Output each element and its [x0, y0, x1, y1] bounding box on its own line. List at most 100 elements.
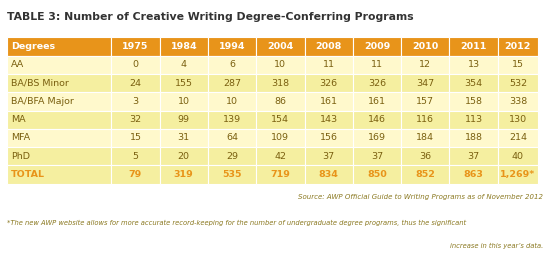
- Text: 2010: 2010: [412, 42, 438, 51]
- Text: 40: 40: [512, 152, 524, 161]
- Bar: [208, 111, 256, 129]
- Text: 86: 86: [274, 97, 287, 106]
- Text: BA/BS Minor: BA/BS Minor: [11, 79, 69, 88]
- Text: 116: 116: [416, 115, 435, 124]
- Text: 154: 154: [271, 115, 289, 124]
- Text: 326: 326: [368, 79, 386, 88]
- Bar: [256, 92, 305, 111]
- Text: 2012: 2012: [505, 42, 531, 51]
- Text: 11: 11: [323, 60, 335, 69]
- Bar: [353, 166, 401, 184]
- Bar: [7, 111, 111, 129]
- Text: 13: 13: [468, 60, 480, 69]
- Bar: [401, 37, 449, 56]
- Bar: [401, 166, 449, 184]
- Text: MA: MA: [11, 115, 26, 124]
- Bar: [160, 129, 208, 147]
- Text: *The new AWP website allows for more accurate record-keeping for the number of u: *The new AWP website allows for more acc…: [7, 220, 466, 226]
- Text: 719: 719: [271, 170, 290, 179]
- Text: 5: 5: [133, 152, 139, 161]
- Bar: [7, 129, 111, 147]
- Bar: [256, 166, 305, 184]
- Bar: [498, 166, 538, 184]
- Bar: [305, 37, 353, 56]
- Bar: [305, 166, 353, 184]
- Bar: [7, 92, 111, 111]
- Text: 2004: 2004: [267, 42, 294, 51]
- Bar: [353, 37, 401, 56]
- Text: BA/BFA Major: BA/BFA Major: [11, 97, 74, 106]
- Bar: [111, 111, 160, 129]
- Bar: [305, 74, 353, 92]
- Text: 146: 146: [368, 115, 386, 124]
- Bar: [305, 147, 353, 166]
- Text: 31: 31: [178, 133, 190, 142]
- Bar: [401, 56, 449, 74]
- Bar: [449, 166, 498, 184]
- Bar: [498, 92, 538, 111]
- Text: 20: 20: [178, 152, 190, 161]
- Bar: [449, 129, 498, 147]
- Text: AA: AA: [11, 60, 24, 69]
- Text: 157: 157: [416, 97, 435, 106]
- Text: 2009: 2009: [364, 42, 390, 51]
- Text: 184: 184: [416, 133, 435, 142]
- Text: 37: 37: [323, 152, 335, 161]
- Bar: [498, 74, 538, 92]
- Bar: [353, 111, 401, 129]
- Bar: [353, 92, 401, 111]
- Bar: [208, 147, 256, 166]
- Bar: [305, 56, 353, 74]
- Bar: [7, 74, 111, 92]
- Bar: [160, 111, 208, 129]
- Text: 99: 99: [178, 115, 190, 124]
- Text: 214: 214: [509, 133, 527, 142]
- Text: 535: 535: [222, 170, 242, 179]
- Text: 24: 24: [129, 79, 141, 88]
- Text: 3: 3: [133, 97, 139, 106]
- Text: 42: 42: [274, 152, 287, 161]
- Text: 1975: 1975: [122, 42, 149, 51]
- Bar: [111, 129, 160, 147]
- Bar: [256, 147, 305, 166]
- Bar: [449, 111, 498, 129]
- Bar: [401, 147, 449, 166]
- Text: 139: 139: [223, 115, 241, 124]
- Bar: [7, 37, 111, 56]
- Text: 852: 852: [415, 170, 435, 179]
- Text: 155: 155: [175, 79, 192, 88]
- Text: 37: 37: [468, 152, 480, 161]
- Bar: [160, 37, 208, 56]
- Bar: [449, 56, 498, 74]
- Bar: [160, 166, 208, 184]
- Text: 158: 158: [465, 97, 482, 106]
- Bar: [498, 37, 538, 56]
- Bar: [208, 166, 256, 184]
- Text: 850: 850: [367, 170, 387, 179]
- Bar: [498, 147, 538, 166]
- Bar: [305, 111, 353, 129]
- Bar: [208, 92, 256, 111]
- Text: 326: 326: [320, 79, 338, 88]
- Bar: [160, 74, 208, 92]
- Text: 347: 347: [416, 79, 435, 88]
- Bar: [498, 56, 538, 74]
- Bar: [498, 111, 538, 129]
- Bar: [256, 111, 305, 129]
- Text: 1994: 1994: [219, 42, 245, 51]
- Bar: [401, 111, 449, 129]
- Bar: [111, 56, 160, 74]
- Bar: [305, 129, 353, 147]
- Bar: [111, 37, 160, 56]
- Bar: [160, 92, 208, 111]
- Bar: [401, 74, 449, 92]
- Bar: [208, 56, 256, 74]
- Bar: [111, 92, 160, 111]
- Bar: [305, 92, 353, 111]
- Bar: [160, 147, 208, 166]
- Bar: [449, 74, 498, 92]
- Text: 36: 36: [419, 152, 431, 161]
- Text: 11: 11: [371, 60, 383, 69]
- Text: MFA: MFA: [11, 133, 30, 142]
- Text: 143: 143: [320, 115, 338, 124]
